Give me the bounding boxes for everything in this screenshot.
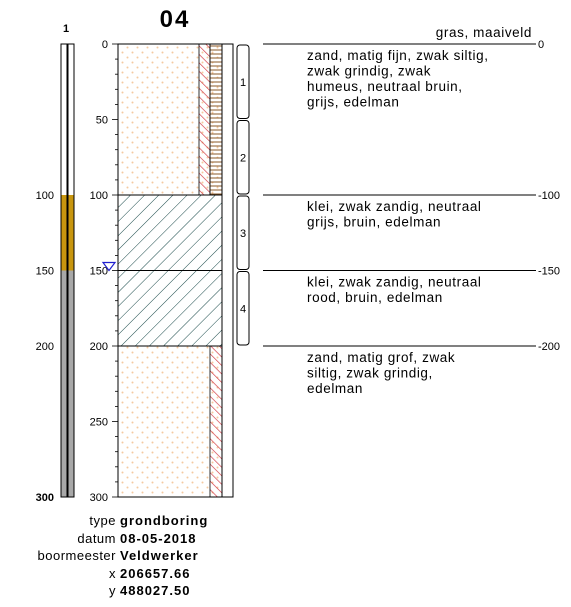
sample-box (236, 120, 250, 195)
left-column-segment (68, 346, 74, 497)
depth-label: 250 (90, 417, 108, 429)
surface-label: gras, maaiveld (436, 25, 532, 40)
layer-description: siltig, zwak grindig, (307, 366, 433, 381)
sample-label: 2 (240, 152, 246, 164)
meta-value: 08-05-2018 (120, 530, 197, 546)
filter-pipe (64, 346, 68, 497)
sample-box (236, 44, 250, 119)
clay-layer (118, 195, 222, 271)
metadata-block: type grondboring datum 08-05-2018 boormeeste… (0, 512, 240, 600)
depth-label: 300 (90, 492, 108, 504)
elevation-label: 0 (538, 39, 544, 51)
left-depth-label: 150 (36, 266, 54, 278)
red-hatch-band (198, 43, 211, 196)
sample-label: 3 (240, 228, 246, 240)
left-column-tube (67, 43, 75, 498)
meta-row: x 206657.66 (0, 565, 240, 583)
borehole-log: 100 150 200 300 0 50 100 150 200 250 300 1 2 3 4 zan… (36, 25, 560, 504)
meta-value: 206657.66 (120, 565, 191, 581)
layer-description: humeus, neutraal bruin, (307, 79, 463, 94)
clay-layer (118, 270, 222, 346)
meta-row: y 488027.50 (0, 582, 240, 600)
depth-label: 50 (96, 115, 108, 127)
left-column-segment (61, 270, 67, 346)
meta-value: grondboring (120, 513, 209, 528)
meta-label: y (109, 583, 116, 599)
extra-column (221, 43, 234, 498)
sand-layer (118, 346, 222, 497)
elevation-label: -100 (538, 190, 560, 202)
layer-description: grijs, bruin, edelman (307, 215, 441, 230)
sample-label: 4 (240, 303, 246, 315)
meta-row: boormeester Veldwerker (0, 547, 240, 565)
elevation-label: -150 (538, 266, 560, 278)
left-column-segment (61, 195, 67, 271)
meta-value: 488027.50 (120, 583, 191, 599)
meta-value: Veldwerker (120, 548, 199, 564)
layer-description: grijs, edelman (307, 95, 399, 110)
left-column-segment (68, 195, 74, 271)
sample-label: 1 (240, 77, 246, 89)
left-column-segment (68, 270, 74, 346)
column-header: 1 (62, 23, 70, 35)
meta-label: x (109, 565, 116, 581)
meta-label: datum (77, 530, 116, 546)
left-depth-label: 300 (36, 492, 54, 504)
left-column-segment (68, 44, 74, 195)
left-depth-label: 100 (36, 190, 54, 202)
water-level-icon (101, 261, 117, 272)
meta-label: boormeester (37, 548, 116, 564)
borehole-title: 04 (159, 6, 191, 33)
left-column-segment (61, 44, 67, 195)
depth-label: 200 (90, 341, 108, 353)
layer-description: edelman (307, 381, 363, 396)
layer-description: klei, zwak zandig, neutraal (307, 199, 482, 214)
sample-box (236, 271, 250, 346)
sample-box (236, 195, 250, 270)
meta-row: datum 08-05-2018 (0, 530, 240, 548)
layer-description: zand, matig grof, zwak (307, 350, 455, 365)
layer-description: rood, bruin, edelman (307, 290, 443, 305)
left-depth-label: 200 (36, 341, 54, 353)
brown-ladder-band (209, 43, 223, 196)
meta-label: type (89, 513, 116, 528)
layer-description: zwak grindig, zwak (307, 64, 431, 79)
red-hatch-band (209, 345, 223, 498)
depth-label: 0 (102, 39, 108, 51)
meta-row: type grondboring (0, 512, 240, 530)
depth-label: 150 (90, 266, 108, 278)
left-column-tube (60, 43, 68, 498)
elevation-label: -200 (538, 341, 560, 353)
left-column-segment (61, 346, 67, 497)
depth-label: 100 (90, 190, 108, 202)
layer-description: klei, zwak zandig, neutraal (307, 275, 482, 290)
layer-description: zand, matig fijn, zwak siltig, (307, 48, 489, 63)
